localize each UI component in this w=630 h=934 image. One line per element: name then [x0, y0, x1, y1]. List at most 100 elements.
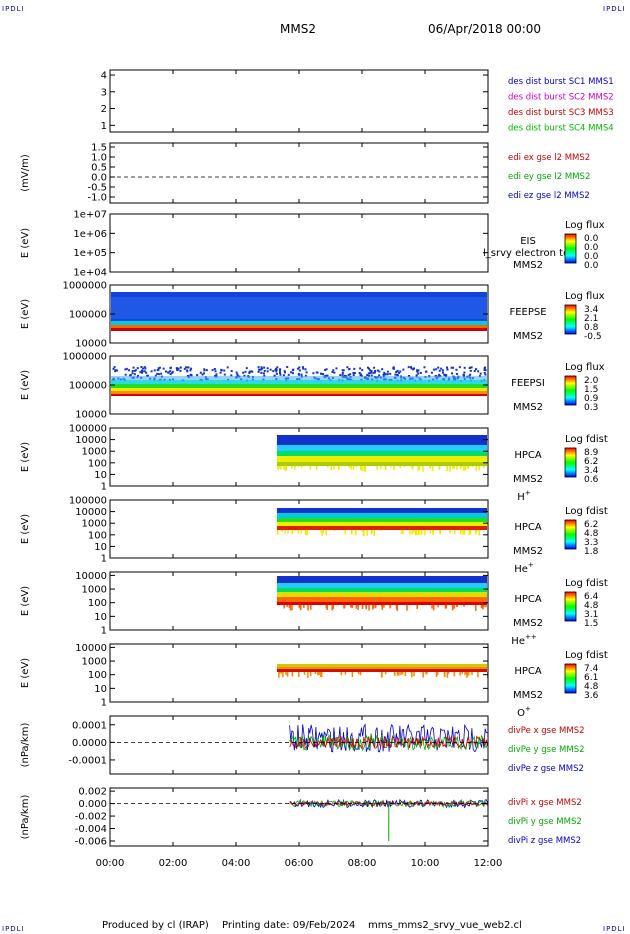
panel-edi: 1.51.00.50.0-0.5-1.0 (mV/m) edi ex gse l2 …	[20, 142, 590, 204]
spectrogram-band	[111, 321, 487, 326]
spectrogram-speck	[283, 370, 286, 373]
legend-entry: edi ez gse l2 MMS2	[508, 191, 590, 201]
spectrogram-speck	[202, 372, 205, 375]
spectrogram-speck	[372, 605, 375, 609]
y-tick-label: 0.0001	[72, 720, 107, 731]
instrument-label: HPCA	[514, 522, 542, 533]
colorbar-title: Log flux	[565, 291, 605, 302]
spectrogram-speck	[314, 672, 317, 675]
spectrogram-speck	[410, 466, 413, 468]
instrument-label: EIS	[520, 236, 536, 247]
x-tick-label: 02:00	[159, 858, 188, 869]
spectrogram-speck	[301, 366, 304, 369]
y-axis-label: E (eV)	[20, 586, 31, 616]
spectrogram-speck	[469, 530, 472, 535]
y-axis-label: E (eV)	[20, 228, 31, 258]
spectrogram-speck	[278, 672, 280, 678]
spectrogram-band	[111, 394, 487, 396]
spectrogram-speck	[383, 371, 386, 374]
y-tick-label: 100	[88, 670, 107, 681]
spectrogram-speck	[291, 466, 293, 469]
spectrogram-speck	[477, 672, 479, 678]
spectrogram-speck	[332, 605, 335, 609]
spectrogram-speck	[284, 530, 286, 534]
spectrogram-speck	[298, 366, 301, 369]
legend-entry: divPe x gse MMS2	[508, 726, 585, 736]
spectrogram-speck	[478, 466, 481, 471]
spacecraft-label: MMS2	[513, 260, 543, 271]
spectrogram-speck	[478, 530, 481, 536]
spectrogram-speck	[431, 605, 433, 609]
spectrogram-speck	[355, 466, 357, 468]
spectrogram-speck	[263, 374, 266, 377]
spectrogram-speck	[281, 530, 283, 533]
spectrogram-speck	[359, 367, 362, 370]
spectrogram-speck	[407, 366, 410, 369]
spectrogram-image-feepsi	[111, 366, 487, 396]
y-tick-label: 10000	[75, 643, 107, 654]
spectrogram-speck	[384, 466, 387, 470]
spectrogram-speck	[316, 371, 319, 374]
spectrogram-speck	[114, 369, 117, 372]
spectrogram-speck	[350, 605, 352, 608]
colorbar-title: Log fdist	[565, 578, 608, 589]
plot-title: MMS2	[280, 22, 316, 36]
spectrogram-band	[276, 576, 487, 583]
colorbar-tick-label: 1.5	[584, 619, 598, 629]
spectrogram-speck	[459, 466, 462, 470]
spectrogram-speck	[137, 374, 140, 377]
overlay-text: l_srvy electron to	[483, 248, 569, 259]
spectrogram-speck	[343, 605, 346, 609]
spectrogram-speck	[411, 672, 413, 678]
spectrogram-speck	[453, 672, 456, 677]
corner-label-top-right: IPDLI	[603, 5, 626, 13]
spectrogram-speck	[361, 530, 363, 532]
spectrogram-speck	[190, 374, 193, 377]
spectrogram-speck	[277, 466, 279, 470]
spectrogram-speck	[430, 371, 433, 374]
spectrogram-speck	[158, 366, 161, 369]
spectrogram-speck	[396, 370, 399, 373]
spectrogram-speck	[125, 367, 128, 370]
x-tick-label: 06:00	[285, 858, 314, 869]
spectrogram-image-hpca-hepp	[276, 576, 487, 611]
spectrogram-speck	[154, 374, 157, 377]
spectrogram-speck	[284, 466, 287, 472]
spectrogram-speck	[332, 369, 335, 372]
colorbar-tick-label: 6.1	[584, 673, 598, 683]
spectrogram-speck	[484, 373, 487, 376]
y-tick-label: 3	[101, 87, 107, 98]
colorbar-tick-label: 7.4	[584, 664, 599, 674]
colorbar-tick-label: 1.8	[584, 547, 599, 557]
y-tick-label: 10000	[75, 435, 107, 446]
y-tick-label: 10000	[75, 507, 107, 518]
spectrogram-speck	[404, 672, 407, 676]
spectrogram-speck	[445, 366, 448, 369]
x-tick-label: 08:00	[348, 858, 377, 869]
spectrogram-speck	[236, 374, 239, 377]
panel-frame	[109, 69, 489, 133]
spectrogram-speck	[371, 530, 374, 533]
spectrogram-speck	[124, 373, 127, 376]
spectrogram-speck	[455, 368, 458, 371]
spectrogram-speck	[414, 530, 417, 536]
spectrogram-speck	[432, 530, 434, 536]
spectrogram-band	[276, 462, 487, 466]
colorbar-title: Log fdist	[565, 506, 608, 517]
spectrogram-speck	[296, 367, 299, 370]
spectrogram-speck	[360, 374, 363, 377]
spectrogram-speck	[361, 605, 364, 609]
spectrogram-speck	[298, 369, 301, 372]
colorbar	[564, 375, 577, 406]
spectrogram-speck	[134, 369, 137, 372]
spectrogram-speck	[380, 672, 383, 678]
legend-entry: des dist burst SC1 MMS1	[508, 77, 614, 87]
spectrogram-speck	[463, 466, 465, 472]
spectrogram-speck	[367, 367, 370, 370]
spectrogram-speck	[417, 372, 420, 375]
spectrogram-speck	[115, 369, 118, 372]
spectrogram-speck	[482, 466, 485, 469]
spectrogram-speck	[275, 370, 278, 373]
spectrogram-speck	[243, 374, 246, 377]
spectrogram-speck	[169, 366, 172, 369]
